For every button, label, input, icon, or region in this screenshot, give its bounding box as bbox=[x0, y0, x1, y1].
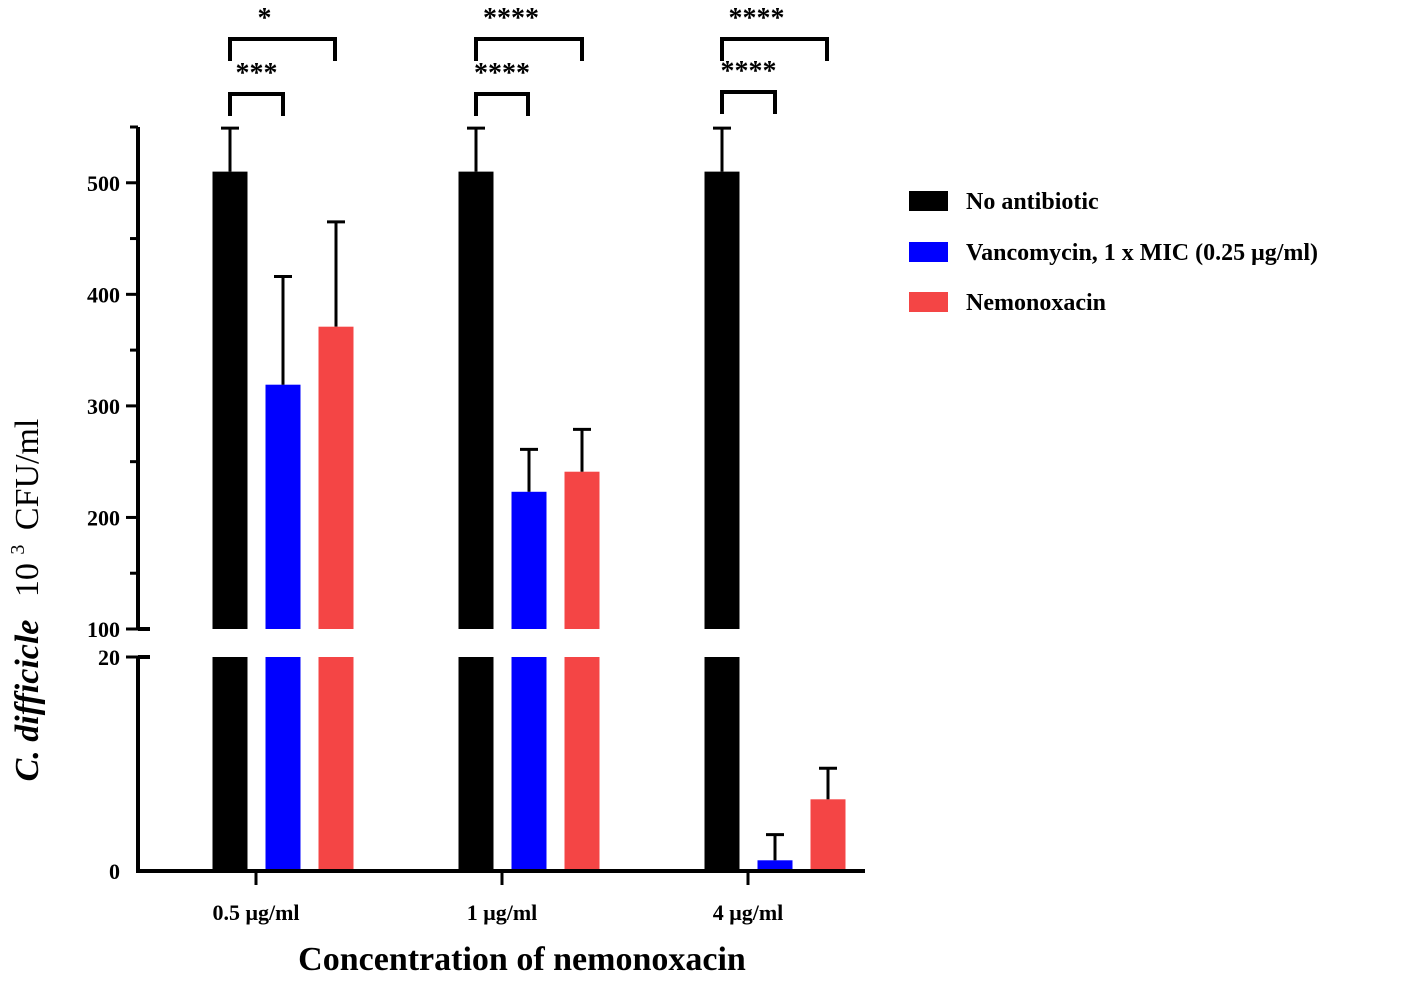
significance-label: * bbox=[258, 3, 272, 34]
y-tick-label: 0 bbox=[109, 859, 120, 884]
bar bbox=[458, 171, 494, 629]
significance-bracket bbox=[228, 37, 337, 61]
bar bbox=[212, 171, 248, 629]
significance-label: *** bbox=[236, 58, 278, 89]
x-tick-label: 0.5 μg/ml bbox=[212, 900, 299, 925]
legend-label: No antibiotic bbox=[966, 189, 1099, 215]
significance-bracket bbox=[720, 90, 777, 114]
bar bbox=[318, 326, 354, 629]
bar bbox=[212, 657, 248, 871]
bar bbox=[265, 657, 301, 871]
y-tick-label: 500 bbox=[87, 171, 120, 196]
y-tick-label: 200 bbox=[87, 505, 120, 530]
x-tick-label: 1 μg/ml bbox=[467, 900, 538, 925]
significance-layer: ******************** bbox=[228, 3, 829, 116]
y-axis-title: C. difficicle 10 3 CFU/ml bbox=[0, 419, 46, 782]
significance-bracket bbox=[720, 37, 829, 61]
y-tick-label: 300 bbox=[87, 394, 120, 419]
y-tick-label: 100 bbox=[87, 617, 120, 642]
bar bbox=[265, 384, 301, 629]
legend-swatch bbox=[909, 191, 948, 211]
y-tick-label: 400 bbox=[87, 282, 120, 307]
significance-label: **** bbox=[483, 3, 539, 34]
significance-bracket bbox=[228, 92, 285, 116]
significance-label: **** bbox=[474, 58, 530, 89]
legend-label: Nemonoxacin bbox=[966, 290, 1106, 316]
bar bbox=[810, 799, 846, 871]
significance-bracket bbox=[474, 92, 530, 116]
y-axis-title-unit: CFU/ml bbox=[9, 419, 46, 530]
error-bars-layer bbox=[221, 126, 837, 861]
legend-swatch bbox=[909, 242, 948, 262]
significance-bracket bbox=[474, 37, 584, 61]
bar bbox=[511, 491, 547, 629]
legend: No antibiotic Vancomycin, 1 x MIC (0.25 μ… bbox=[909, 189, 1318, 316]
bar bbox=[704, 171, 740, 629]
bar bbox=[564, 657, 600, 871]
bar bbox=[564, 471, 600, 629]
y-tick-label: 20 bbox=[98, 645, 120, 670]
significance-label: **** bbox=[721, 56, 777, 87]
bar bbox=[704, 657, 740, 871]
bar bbox=[458, 657, 494, 871]
y-axis-title-species: C. difficicle bbox=[9, 620, 46, 782]
bar bbox=[318, 657, 354, 871]
bar bbox=[757, 860, 793, 871]
legend-label: Vancomycin, 1 x MIC (0.25 μg/ml) bbox=[966, 240, 1318, 266]
bar bbox=[511, 657, 547, 871]
x-axis-title: Concentration of nemonoxacin bbox=[298, 941, 746, 978]
x-tick-label: 4 μg/ml bbox=[713, 900, 784, 925]
legend-swatch bbox=[909, 292, 948, 312]
y-axis-title-exponent: 3 bbox=[7, 545, 29, 555]
y-axis-title-base: 10 bbox=[9, 563, 46, 597]
axes-layer: 0 20 100 200 300 400 500 0.5 μg/ml 1 μg/ml 4 μg/m… bbox=[87, 125, 865, 925]
significance-label: **** bbox=[729, 3, 785, 34]
bars-layer bbox=[212, 171, 846, 871]
